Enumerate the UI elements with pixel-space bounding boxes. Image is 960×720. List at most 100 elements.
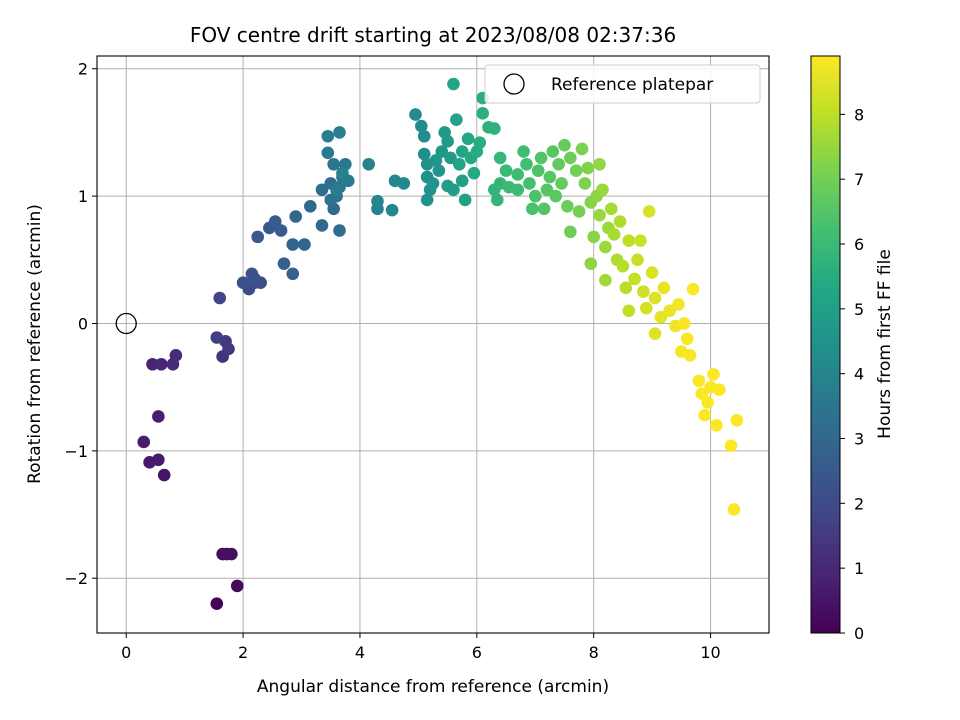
data-point [385,203,399,217]
data-point [321,146,335,160]
colorbar-tick-label: 1 [854,559,864,578]
data-point [730,413,744,427]
data-point [230,579,244,593]
data-point [415,119,428,133]
data-point [435,145,449,158]
data-point [713,383,726,397]
data-point [458,193,472,207]
data-point [210,597,224,611]
data-point [277,257,291,270]
data-point [333,224,346,237]
colorbar-tick-label: 8 [854,105,864,124]
data-point [543,170,557,184]
data-points [137,77,744,611]
data-point [146,357,159,371]
colorbar-tick-label: 5 [854,300,864,319]
x-axis-label: Angular distance from reference (arcmin) [257,677,609,697]
chart-title: FOV centre drift starting at 2023/08/08 … [190,23,676,47]
data-point [336,166,349,180]
data-point [555,177,568,190]
data-point [654,310,668,324]
data-point [528,189,542,203]
colorbar-label: Hours from first FF file [875,249,895,439]
data-point [441,179,454,193]
data-point [578,177,592,190]
data-point [686,282,700,296]
data-point [450,113,463,126]
data-point [622,304,636,318]
data-point [616,259,630,273]
data-point [268,215,282,228]
data-point [520,157,533,171]
legend: Reference platepar [484,64,761,104]
data-point [523,177,536,190]
data-point [461,132,475,146]
data-point [634,234,647,247]
data-point [169,349,183,362]
x-tick-label: 10 [700,643,720,662]
data-point [432,164,446,177]
data-point [286,267,300,281]
data-point [613,215,627,228]
data-point [672,298,685,311]
data-point [248,272,262,286]
data-point [511,168,525,181]
data-point [315,219,329,232]
plot-area [96,55,770,634]
data-point [584,257,598,270]
data-point [490,193,504,207]
legend-marker-reference [503,73,525,95]
data-point [581,161,595,175]
data-point [157,468,171,482]
data-point [315,183,329,197]
colorbar-tick-label: 0 [854,624,864,643]
data-point [642,205,656,218]
data-point [724,439,738,453]
data-point [511,183,525,197]
data-point [710,419,723,432]
data-point [628,272,641,286]
y-tick-label: −2 [64,569,88,588]
x-tick-label: 6 [472,643,482,662]
data-point [409,108,422,121]
data-point [417,147,431,161]
data-point [417,129,431,143]
data-point [429,154,443,167]
data-point [727,503,741,516]
y-axis-label: Rotation from reference (arcmin) [25,204,45,484]
data-point [569,164,583,177]
data-point [648,327,662,340]
data-point [537,202,551,216]
data-point [362,157,376,171]
data-point [210,331,224,344]
data-point [517,145,530,158]
y-tick-label: 2 [78,60,88,79]
data-point [467,166,481,180]
data-point [677,317,691,330]
data-point [526,202,539,216]
data-point [680,332,694,346]
y-axis-ticks: −2 −1 0 1 2 [64,60,97,588]
data-point [552,157,565,171]
data-point [499,164,513,177]
colorbar-tick-label: 2 [854,494,864,513]
data-point [152,410,165,423]
data-point [695,387,709,400]
colorbar-tick-label: 7 [854,170,864,189]
data-point [572,205,586,218]
data-point [493,151,507,165]
data-point [236,276,250,290]
data-point [298,238,311,251]
data-point [546,145,560,158]
colorbar-tick-label: 6 [854,235,864,254]
reference-platepar-marker [115,312,137,335]
y-tick-label: 0 [78,314,88,333]
data-point [324,193,338,207]
data-point [564,151,577,165]
data-point [631,253,644,267]
data-point [564,225,577,239]
colorbar-tick-label: 4 [854,365,864,384]
data-point [692,374,706,388]
data-point [599,240,612,254]
x-tick-label: 4 [355,643,365,662]
